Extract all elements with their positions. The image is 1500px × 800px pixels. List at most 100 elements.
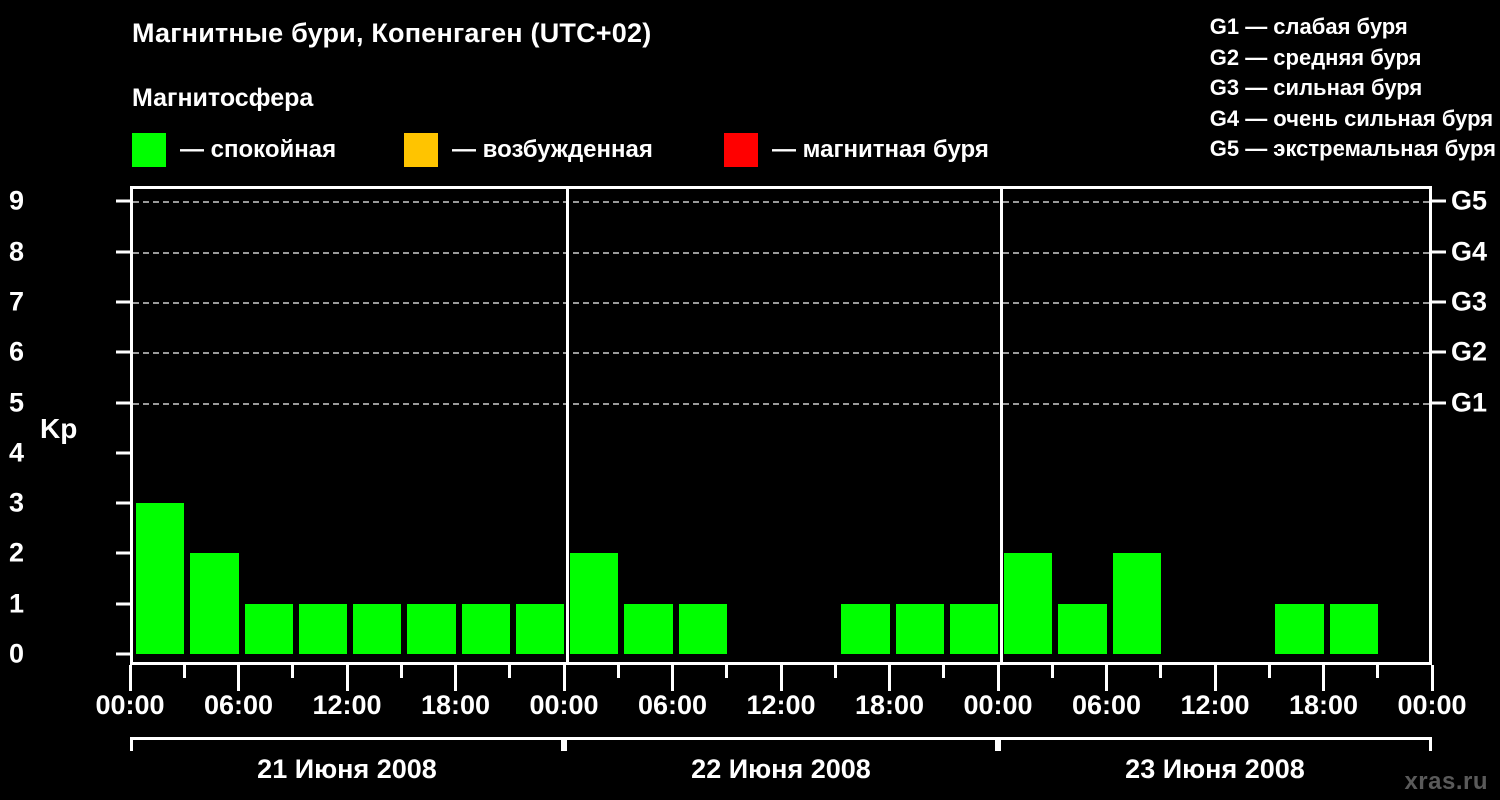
g-scale-legend: G1 — слабая буря G2 — средняя буря G3 — … bbox=[1210, 12, 1496, 165]
x-tick-23 bbox=[1376, 665, 1380, 678]
y-tick-7 bbox=[116, 300, 130, 304]
x-tick-label-12: 00:00 bbox=[1397, 690, 1467, 720]
gridline-kp-6 bbox=[133, 352, 1429, 355]
y-tick-4 bbox=[116, 451, 130, 455]
x-tick-11 bbox=[725, 665, 729, 678]
chart-plot-area bbox=[130, 186, 1432, 665]
y-tick-0 bbox=[116, 652, 130, 656]
legend-label-unsettled: — возбужденная bbox=[452, 136, 653, 163]
x-tick-21 bbox=[1267, 665, 1271, 678]
bar-kp bbox=[841, 603, 890, 654]
g-scale-line-g4: G4 — очень сильная буря bbox=[1209, 105, 1494, 131]
green-square-icon bbox=[132, 133, 166, 167]
x-tick-2 bbox=[237, 665, 240, 691]
y-tick-label-3: 3 bbox=[8, 487, 24, 518]
bar-kp bbox=[570, 553, 619, 654]
x-tick-0 bbox=[128, 665, 132, 691]
g-tick-label-g4: G4 bbox=[1451, 236, 1488, 267]
g-tick-label-g1: G1 bbox=[1451, 387, 1488, 417]
y-tick-2 bbox=[116, 551, 130, 555]
g-tick-label-g5: G5 bbox=[1451, 185, 1488, 216]
y-tick-5 bbox=[116, 401, 130, 404]
x-tick-19 bbox=[1159, 665, 1163, 678]
x-tick-label-6: 12:00 bbox=[746, 690, 816, 720]
bar-kp bbox=[515, 603, 564, 654]
x-tick-label-2: 12:00 bbox=[312, 690, 382, 720]
day-label-1: 21 Июня 2008 bbox=[257, 754, 437, 784]
y-tick-1 bbox=[116, 602, 130, 606]
g-scale-line-g1: G1 — слабая буря bbox=[1209, 14, 1408, 39]
g-tick-g1 bbox=[1432, 401, 1446, 404]
legend-item-unsettled: — возбужденная bbox=[404, 133, 653, 167]
g-tick-label-g3: G3 bbox=[1451, 286, 1488, 317]
day-separator bbox=[565, 189, 569, 662]
y-tick-label-9: 9 bbox=[8, 185, 24, 216]
y-tick-label-1: 1 bbox=[8, 588, 24, 619]
y-tick-label-4: 4 bbox=[8, 437, 24, 468]
x-tick-label-8: 00:00 bbox=[963, 690, 1033, 720]
day-bracket-3 bbox=[998, 737, 1432, 751]
bar-kp bbox=[298, 603, 347, 654]
y-tick-6 bbox=[116, 350, 130, 354]
bar-kp bbox=[353, 603, 402, 654]
bar-kp bbox=[678, 603, 727, 654]
y-tick-label-2: 2 bbox=[8, 537, 24, 568]
x-tick-3 bbox=[291, 665, 295, 678]
legend-label-storm: — магнитная буря bbox=[772, 136, 989, 163]
legend-item-storm: — магнитная буря bbox=[724, 133, 989, 167]
x-tick-1 bbox=[182, 665, 186, 678]
bar-kp bbox=[1275, 603, 1324, 654]
day-bracket-1 bbox=[130, 737, 564, 751]
x-tick-label-7: 18:00 bbox=[854, 690, 925, 720]
y-axis-title: Kp bbox=[40, 413, 78, 444]
bar-kp bbox=[407, 603, 456, 654]
y-tick-label-5: 5 bbox=[8, 387, 24, 417]
x-tick-label-5: 06:00 bbox=[637, 690, 708, 720]
y-tick-9 bbox=[116, 199, 130, 203]
gridline-kp-9 bbox=[133, 201, 1429, 204]
red-square-icon bbox=[724, 133, 758, 167]
bar-kp bbox=[624, 603, 673, 654]
x-tick-label-1: 06:00 bbox=[203, 690, 274, 720]
y-tick-8 bbox=[116, 250, 130, 254]
day-label-2: 22 Июня 2008 bbox=[691, 754, 871, 784]
g-scale-line-g3: G3 — сильная буря bbox=[1209, 75, 1423, 100]
g-scale-line-g2: G2 — средняя буря bbox=[1209, 44, 1422, 70]
y-tick-label-8: 8 bbox=[8, 236, 24, 267]
x-tick-15 bbox=[942, 665, 946, 678]
legend-item-quiet: — спокойная bbox=[132, 133, 336, 167]
magnetosphere-heading: Магнитосфера bbox=[132, 84, 314, 112]
x-tick-18 bbox=[1105, 665, 1108, 691]
day-label-3: 23 Июня 2008 bbox=[1125, 754, 1305, 784]
g-tick-g2 bbox=[1432, 350, 1446, 354]
x-tick-label-10: 12:00 bbox=[1180, 690, 1250, 720]
x-tick-24 bbox=[1430, 665, 1434, 691]
x-tick-label-11: 18:00 bbox=[1288, 690, 1359, 720]
x-tick-14 bbox=[888, 665, 891, 691]
x-tick-10 bbox=[671, 665, 674, 691]
bar-kp bbox=[1112, 553, 1161, 654]
day-bracket-2 bbox=[564, 737, 998, 751]
gridline-kp-8 bbox=[133, 251, 1429, 254]
y-tick-label-6: 6 bbox=[8, 336, 24, 367]
x-tick-9 bbox=[616, 665, 620, 678]
x-tick-17 bbox=[1050, 665, 1054, 678]
legend-label-quiet: — спокойная bbox=[180, 136, 337, 163]
bar-kp bbox=[895, 603, 944, 654]
g-tick-g4 bbox=[1432, 250, 1446, 254]
bar-kp bbox=[461, 603, 510, 654]
x-tick-label-0: 00:00 bbox=[95, 690, 165, 720]
page-title: Магнитные бури, Копенгаген (UTC+02) bbox=[132, 18, 652, 48]
bar-kp bbox=[244, 603, 293, 654]
x-tick-5 bbox=[399, 665, 403, 678]
amber-square-icon bbox=[404, 133, 438, 167]
x-tick-label-3: 18:00 bbox=[420, 690, 491, 720]
gridline-kp-7 bbox=[133, 301, 1429, 304]
y-tick-label-0: 0 bbox=[8, 638, 24, 669]
x-tick-12 bbox=[779, 665, 783, 691]
x-tick-8 bbox=[562, 665, 566, 691]
y-tick-label-7: 7 bbox=[8, 286, 24, 317]
chart-plot-inner bbox=[133, 189, 1429, 662]
x-tick-22 bbox=[1322, 665, 1325, 691]
bar-kp bbox=[1329, 603, 1378, 654]
